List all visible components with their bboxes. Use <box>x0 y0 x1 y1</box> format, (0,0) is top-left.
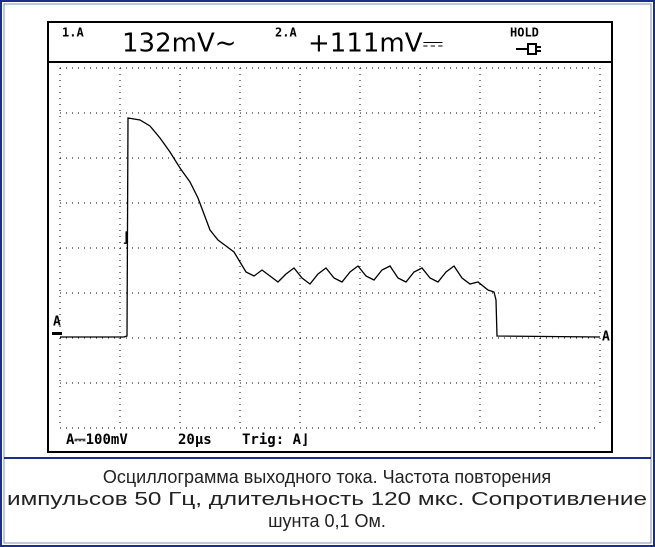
trigger-mark: ⌋ <box>122 230 130 246</box>
vertical-scale: A⎓100mV <box>66 432 128 448</box>
ch1-label: 1.A <box>62 26 84 40</box>
caption-line: Осциллограмма выходного тока. Частота по… <box>103 467 551 487</box>
left-channel-marker: A <box>53 315 61 330</box>
right-channel-marker: A <box>602 330 610 345</box>
screenshot: 1.A 132mV~ 2.A +111mV⎓ HOLD ⌋ A A A⎓100m… <box>0 0 655 547</box>
ch2-reading: +111mV⎓ <box>308 29 443 59</box>
trigger-setting: Trig: A⌋ <box>242 432 309 448</box>
scope-screen <box>48 22 612 452</box>
caption-line: шунта 0,1 Ом. <box>268 511 386 531</box>
ch1-reading: 132mV~ <box>122 29 237 59</box>
ch2-label: 2.A <box>275 26 297 40</box>
left-marker-bar <box>52 332 62 335</box>
caption-line: импульсов 50 Гц, длительность 120 мкс. С… <box>7 489 647 509</box>
hold-status: HOLD <box>510 26 539 40</box>
page: 1.A 132mV~ 2.A +111mV⎓ HOLD ⌋ A A A⎓100m… <box>0 0 655 547</box>
timebase: 20µs <box>178 432 212 448</box>
